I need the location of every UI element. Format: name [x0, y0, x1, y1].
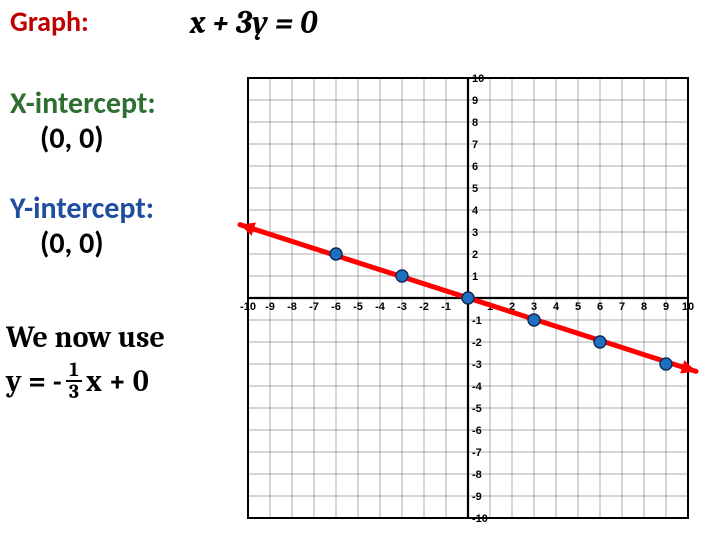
svg-text:-2: -2: [419, 301, 429, 313]
svg-text:7: 7: [472, 139, 478, 151]
equation-text: x + 3y = 0: [190, 4, 317, 41]
svg-text:5: 5: [575, 301, 581, 313]
svg-text:8: 8: [641, 301, 647, 313]
x-intercept-label: X-intercept:: [10, 85, 156, 122]
x-intercept-value: (0, 0): [40, 120, 104, 157]
svg-text:8: 8: [472, 117, 478, 129]
svg-text:6: 6: [597, 301, 603, 313]
svg-text:7: 7: [619, 301, 625, 313]
svg-text:-6: -6: [472, 425, 482, 437]
svg-text:-2: -2: [472, 337, 482, 349]
svg-text:-8: -8: [472, 469, 482, 481]
svg-text:-5: -5: [353, 301, 363, 313]
svg-text:10: 10: [682, 301, 694, 313]
fraction-denominator: 3: [66, 382, 82, 402]
svg-text:-1: -1: [441, 301, 451, 313]
graph-title: Graph:: [10, 4, 89, 39]
y-intercept-label: Y-intercept:: [10, 190, 154, 227]
svg-text:-1: -1: [472, 315, 482, 327]
svg-text:-8: -8: [287, 301, 297, 313]
svg-text:9: 9: [472, 95, 478, 107]
svg-text:-10: -10: [472, 513, 488, 525]
svg-text:-9: -9: [472, 491, 482, 503]
svg-text:4: 4: [472, 205, 479, 217]
slope-equation: y = - 1 3 x + 0: [6, 360, 149, 402]
svg-text:-10: -10: [240, 301, 256, 313]
svg-text:1: 1: [472, 271, 478, 283]
svg-text:-4: -4: [472, 381, 483, 393]
fraction-numerator: 1: [66, 360, 81, 382]
svg-text:-3: -3: [397, 301, 407, 313]
svg-text:3: 3: [531, 301, 537, 313]
svg-text:9: 9: [663, 301, 669, 313]
svg-text:-9: -9: [265, 301, 275, 313]
note-text: We now use: [6, 320, 165, 355]
slope-eq-lhs: y = -: [6, 364, 62, 399]
svg-text:-7: -7: [472, 447, 482, 459]
svg-text:4: 4: [553, 301, 560, 313]
svg-text:2: 2: [472, 249, 478, 261]
svg-text:10: 10: [472, 73, 484, 85]
svg-text:-3: -3: [472, 359, 482, 371]
slope-fraction: 1 3: [66, 360, 82, 402]
graph-svg: -10-9-8-7-6-5-4-3-2-112345678910-10-9-8-…: [220, 70, 700, 530]
slope-eq-rhs: x + 0: [86, 364, 149, 399]
svg-text:-6: -6: [331, 301, 341, 313]
svg-text:3: 3: [472, 227, 478, 239]
coordinate-graph: -10-9-8-7-6-5-4-3-2-112345678910-10-9-8-…: [220, 70, 700, 530]
svg-text:-7: -7: [309, 301, 319, 313]
svg-text:5: 5: [472, 183, 478, 195]
svg-text:-4: -4: [375, 301, 386, 313]
svg-text:6: 6: [472, 161, 478, 173]
y-intercept-value: (0, 0): [40, 225, 104, 262]
svg-text:-5: -5: [472, 403, 482, 415]
